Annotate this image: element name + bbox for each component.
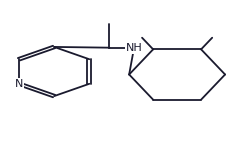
Text: NH: NH [126, 43, 142, 53]
Text: N: N [15, 79, 23, 89]
